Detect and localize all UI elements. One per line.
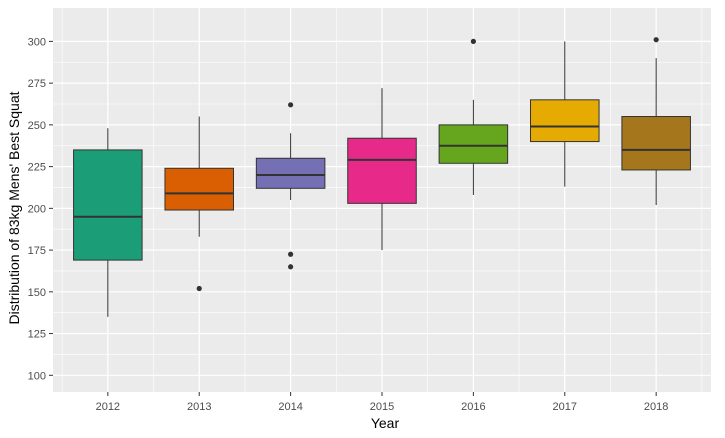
box-iqr: [347, 137, 417, 204]
x-tick-label: 2016: [461, 401, 485, 413]
x-tick-label: 2017: [553, 401, 577, 413]
outlier-point: [653, 37, 659, 43]
outlier-point: [196, 285, 202, 292]
boxes-layer: [73, 37, 691, 317]
x-tick-label: 2012: [96, 401, 120, 413]
outlier-point: [288, 264, 294, 270]
outlier-point: [288, 102, 294, 108]
y-axis-title: Distribution of 83kg Mens' Best Squat: [6, 91, 22, 324]
x-tick-label: 2014: [278, 401, 302, 413]
x-tick-label: 2013: [187, 401, 211, 413]
x-axis-ticks: 2012 2013 2014 2015 2016 2017 2018: [96, 392, 668, 413]
box-iqr: [530, 99, 600, 143]
y-tick-label: 225: [28, 162, 46, 174]
box-2014: [255, 102, 326, 270]
box-2016: [438, 38, 509, 195]
y-tick-label: 200: [28, 203, 46, 215]
box-iqr: [438, 124, 509, 164]
y-tick-label: 125: [28, 329, 46, 341]
outlier-point: [288, 251, 294, 257]
box-iqr: [621, 116, 691, 171]
box-iqr: [73, 149, 143, 261]
y-tick-label: 175: [28, 245, 46, 257]
y-axis-ticks: 100 125 150 175 200 225 250 275 300: [28, 36, 53, 382]
y-tick-label: 150: [28, 287, 46, 299]
y-tick-label: 100: [28, 370, 46, 382]
y-tick-label: 300: [28, 36, 46, 48]
box-2013: [164, 116, 234, 292]
box-2012: [73, 128, 143, 317]
x-axis-title: Year: [371, 415, 400, 431]
y-tick-label: 250: [28, 120, 46, 132]
outlier-point: [470, 38, 476, 44]
y-tick-label: 275: [28, 78, 46, 90]
x-tick-label: 2018: [644, 401, 668, 413]
box-2017: [530, 41, 600, 187]
box-2018: [621, 37, 691, 206]
x-tick-label: 2015: [370, 401, 394, 413]
box-2015: [347, 88, 417, 251]
box-iqr: [255, 157, 326, 189]
box-iqr: [164, 167, 234, 211]
